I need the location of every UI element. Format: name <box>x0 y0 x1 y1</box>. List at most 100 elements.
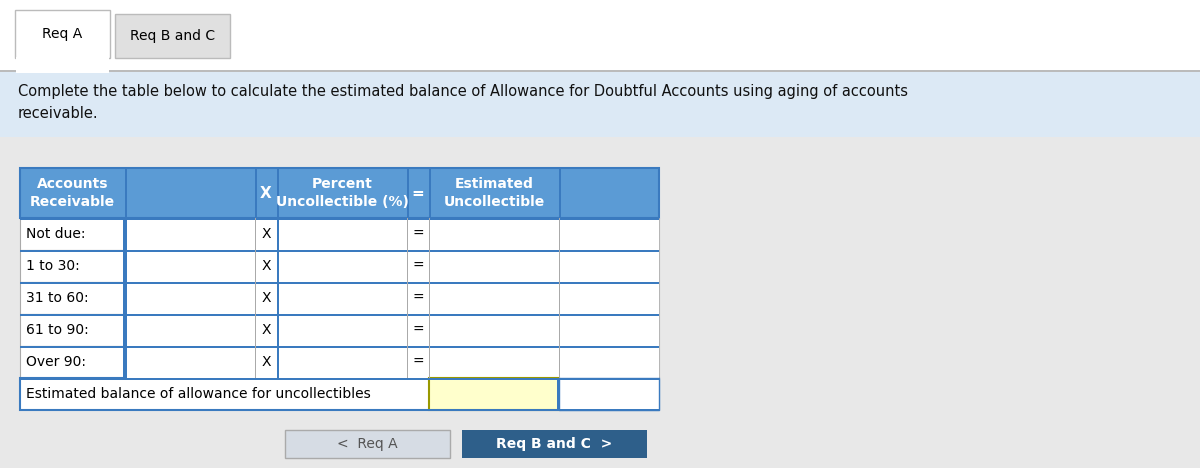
Bar <box>125 218 127 250</box>
Bar <box>124 346 125 378</box>
Text: =: = <box>412 291 424 305</box>
Bar <box>430 346 559 378</box>
Bar <box>277 218 278 250</box>
Bar <box>256 346 277 378</box>
Bar <box>125 314 127 346</box>
Bar <box>20 378 659 410</box>
Bar <box>20 409 659 411</box>
Bar <box>125 218 256 250</box>
Bar <box>20 282 659 284</box>
Text: =: = <box>412 227 424 241</box>
Text: Accounts
Receivable: Accounts Receivable <box>30 177 115 209</box>
Text: Complete the table below to calculate the estimated balance of Allowance for Dou: Complete the table below to calculate th… <box>18 84 908 121</box>
Bar <box>407 346 430 378</box>
Bar <box>277 282 278 314</box>
Bar <box>125 346 256 378</box>
Bar <box>277 168 278 218</box>
Bar <box>407 282 430 314</box>
Bar <box>16 57 109 60</box>
Text: Req A: Req A <box>42 27 83 41</box>
Bar <box>462 430 647 458</box>
Bar <box>407 218 430 250</box>
Bar <box>20 314 659 316</box>
Bar <box>430 282 559 314</box>
Bar <box>559 346 659 378</box>
Bar <box>20 250 659 252</box>
Bar <box>559 168 560 218</box>
Bar <box>20 378 659 380</box>
Text: <  Req A: < Req A <box>337 437 398 451</box>
Bar <box>277 250 278 282</box>
Bar <box>20 218 659 250</box>
Bar <box>407 168 408 218</box>
Bar <box>430 218 559 250</box>
Bar <box>559 314 659 346</box>
Bar <box>20 282 659 314</box>
Bar <box>0 0 1200 72</box>
Bar <box>430 378 559 410</box>
Text: =: = <box>412 185 425 200</box>
Bar <box>124 282 125 314</box>
Bar <box>407 250 430 282</box>
Text: =: = <box>412 259 424 273</box>
Bar <box>0 70 1200 72</box>
Bar <box>286 430 450 458</box>
Bar <box>125 282 127 314</box>
Bar <box>559 282 659 314</box>
Bar <box>559 218 659 250</box>
Bar <box>256 282 277 314</box>
Bar <box>277 314 407 346</box>
Bar <box>16 70 109 73</box>
Text: X: X <box>262 227 271 241</box>
Bar <box>125 346 127 378</box>
Bar <box>125 314 256 346</box>
Bar <box>0 72 1200 137</box>
Text: 1 to 30:: 1 to 30: <box>26 259 79 273</box>
Bar <box>115 14 230 58</box>
Bar <box>557 378 560 410</box>
Bar <box>277 282 407 314</box>
Bar <box>125 250 256 282</box>
Text: X: X <box>262 323 271 337</box>
Text: Estimated balance of allowance for uncollectibles: Estimated balance of allowance for uncol… <box>26 387 371 401</box>
Bar <box>125 168 126 218</box>
Bar <box>277 346 407 378</box>
Text: Estimated
Uncollectible: Estimated Uncollectible <box>443 177 545 209</box>
Text: Percent
Uncollectible (%): Percent Uncollectible (%) <box>276 177 408 209</box>
Text: =: = <box>412 323 424 337</box>
Bar <box>277 218 407 250</box>
Bar <box>430 250 559 282</box>
Bar <box>20 218 659 220</box>
Bar <box>256 250 277 282</box>
Bar <box>125 282 256 314</box>
Bar <box>14 10 110 58</box>
Bar <box>124 314 125 346</box>
Bar <box>277 250 407 282</box>
Text: Not due:: Not due: <box>26 227 85 241</box>
Bar <box>124 250 125 282</box>
Bar <box>256 218 277 250</box>
Bar <box>430 314 559 346</box>
Text: 61 to 90:: 61 to 90: <box>26 323 89 337</box>
Bar <box>430 168 431 218</box>
Text: X: X <box>262 291 271 305</box>
Bar <box>20 168 659 218</box>
Bar <box>256 314 277 346</box>
Bar <box>124 218 125 250</box>
Text: =: = <box>412 355 424 369</box>
Bar <box>20 346 659 378</box>
Text: X: X <box>260 185 272 200</box>
Text: 31 to 60:: 31 to 60: <box>26 291 89 305</box>
Bar <box>559 250 659 282</box>
Bar <box>20 314 659 346</box>
Text: Req B and C: Req B and C <box>130 29 215 43</box>
Bar <box>125 250 127 282</box>
Bar <box>20 250 659 282</box>
Bar <box>277 314 278 346</box>
Bar <box>20 346 659 348</box>
Bar <box>277 346 278 378</box>
Text: X: X <box>262 355 271 369</box>
Bar <box>407 314 430 346</box>
Text: X: X <box>262 259 271 273</box>
Bar <box>559 378 659 410</box>
